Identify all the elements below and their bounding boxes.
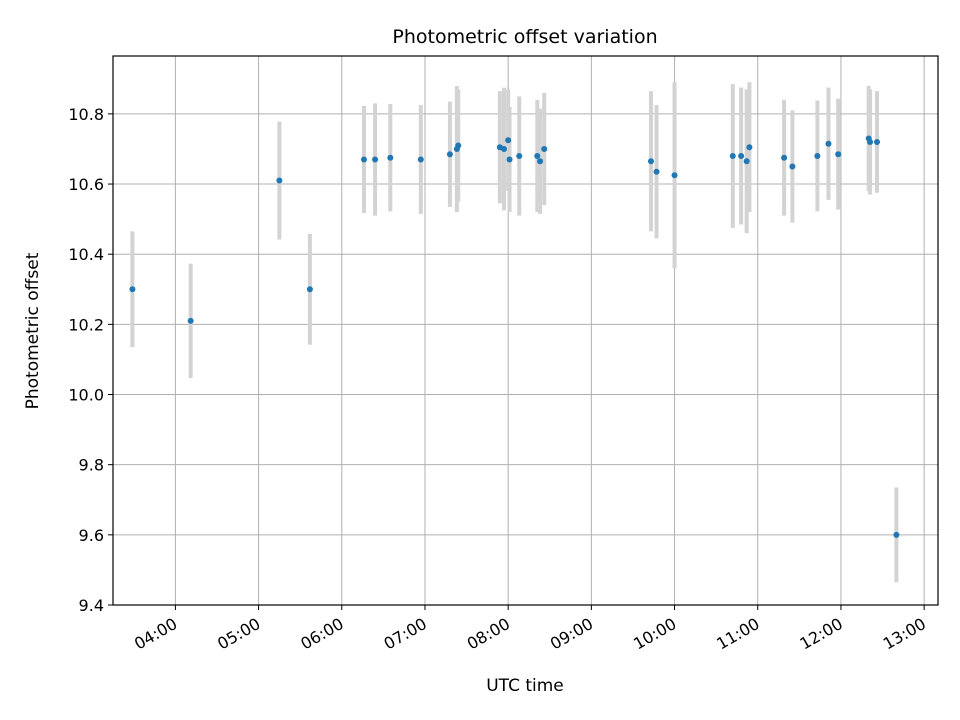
x-axis-title: UTC time [486,676,564,696]
data-point [534,152,541,159]
data-point [541,145,548,152]
data-point [647,158,654,165]
data-point [867,138,874,145]
data-point [743,158,750,165]
data-point [671,172,678,179]
data-point [835,151,842,158]
data-point [653,168,660,175]
data-point [873,138,880,145]
y-tick-label: 10.6 [68,175,104,194]
data-point [187,317,194,324]
y-tick-label: 10.0 [68,386,104,405]
y-tick-label: 9.8 [79,456,104,475]
y-axis-title: Photometric offset [23,252,43,409]
data-point [360,156,367,163]
data-point [781,154,788,161]
data-point [814,152,821,159]
y-tick-label: 9.6 [79,526,104,545]
data-point [505,137,512,144]
chart-title: Photometric offset variation [392,26,657,48]
data-point [276,177,283,184]
data-point [446,151,453,158]
plot-frame [112,55,939,606]
y-tick-label: 10.8 [68,105,104,124]
y-tick-label: 9.4 [79,596,104,615]
y-tick-label: 10.4 [68,245,104,264]
y-axis-ticks: 9.4 9.6 9.8 10.0 10.2 10.4 10.6 10.8 [68,105,113,615]
y-tick-label: 10.2 [68,315,104,334]
data-point [129,286,136,293]
data-point [537,158,544,165]
data-point [729,152,736,159]
data-points [129,135,900,538]
data-point [516,152,523,159]
data-point [893,531,900,538]
data-point [306,286,313,293]
data-point [738,152,745,159]
data-point [506,156,513,163]
data-point [372,156,379,163]
data-point [501,145,508,152]
data-point [387,154,394,161]
data-point [789,163,796,170]
data-point [746,144,753,151]
data-point [417,156,424,163]
data-point [825,140,832,147]
data-point [455,142,462,149]
